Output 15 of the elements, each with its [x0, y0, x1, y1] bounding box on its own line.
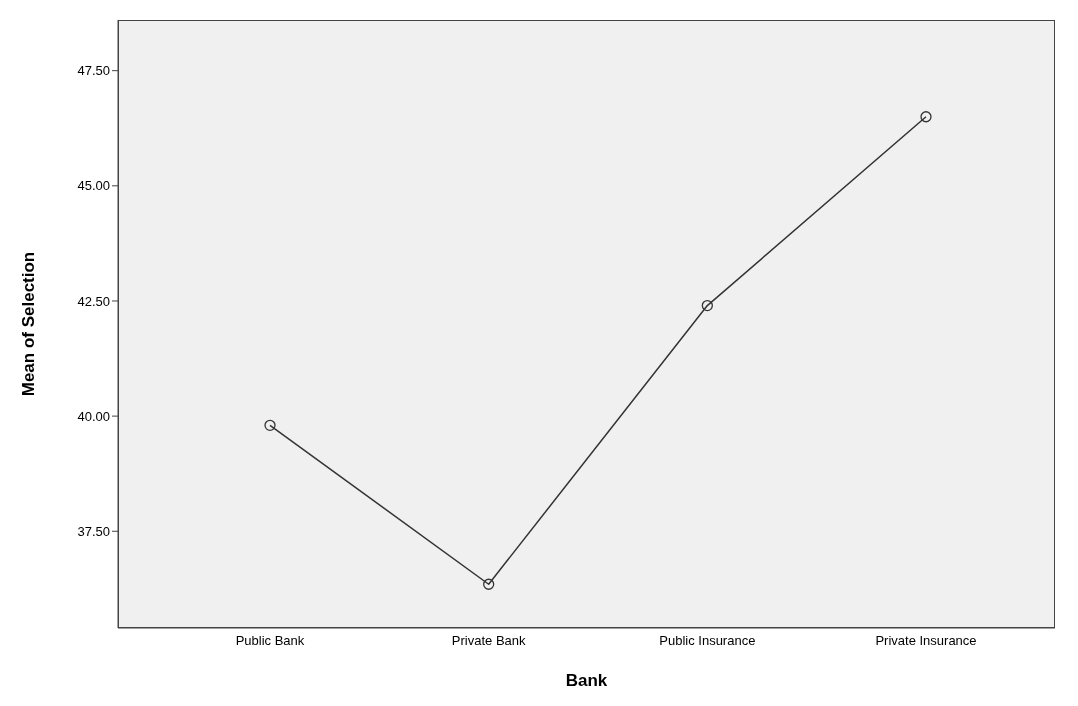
- point: [483, 578, 495, 590]
- x-axis-title: Bank: [565, 671, 608, 690]
- y-tick-label: 37.50: [77, 523, 110, 539]
- y-tick-label: 42.50: [77, 293, 110, 309]
- x-tick-label: Public Bank: [235, 633, 305, 649]
- point: [920, 111, 932, 123]
- point: [264, 419, 276, 431]
- x-tick-label: Private Bank: [451, 633, 527, 649]
- y-axis-title: Mean of Selection: [19, 251, 39, 397]
- y-tick-label: 45.00: [77, 178, 110, 194]
- x-tick-label: Public Insurance: [659, 633, 756, 649]
- y-tick-label: 40.00: [77, 408, 110, 424]
- point: [701, 299, 713, 312]
- x-tick-label: Private Insurance: [875, 633, 977, 649]
- y-tick-label: 47.50: [77, 63, 110, 79]
